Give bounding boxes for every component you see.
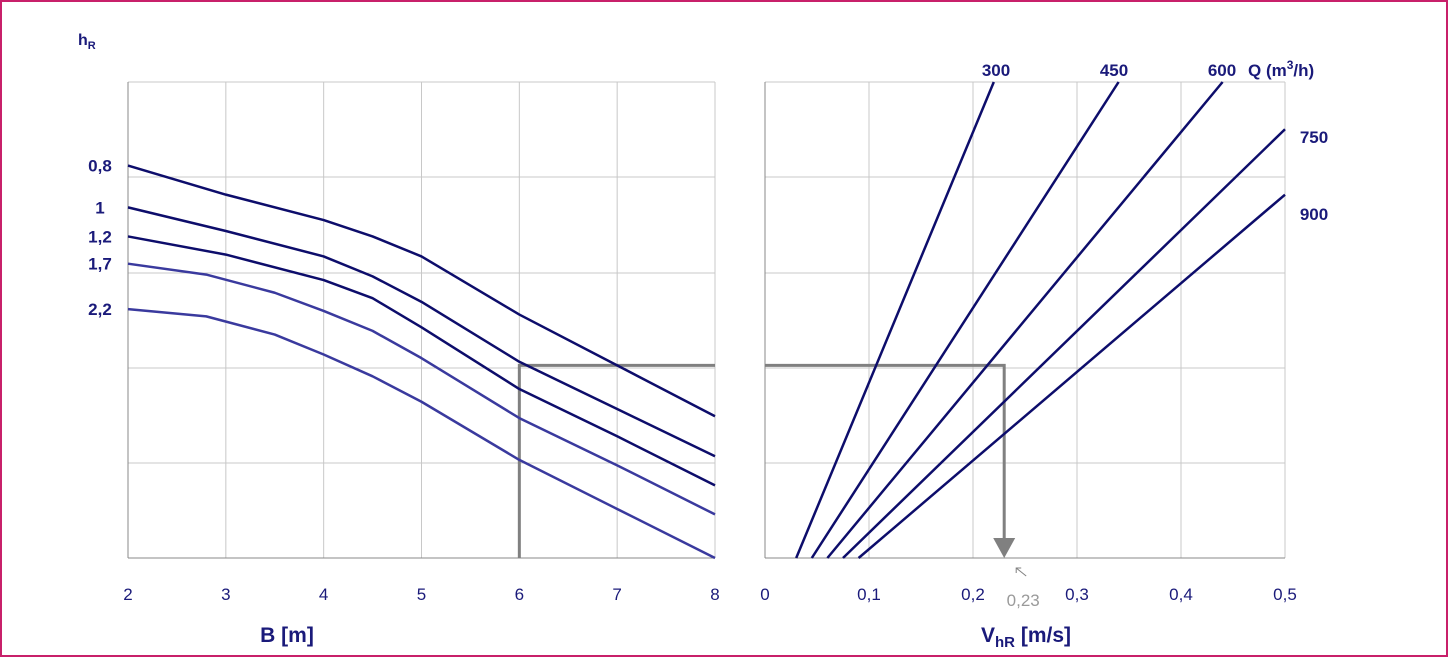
right-legend-title: Q (m3/h): [1248, 58, 1314, 80]
left-curve-0-8: [127, 164, 716, 418]
left-x-tick-label: 4: [319, 585, 328, 604]
right-x-tick-label: 0: [760, 585, 769, 604]
left-x-tick-label: 8: [710, 585, 719, 604]
left-curve-label: 1,7: [88, 255, 112, 274]
left-curve-label: 2,2: [88, 300, 112, 319]
guide-value-label: 0,23: [1007, 591, 1040, 610]
guide-lines: 0,23: [517, 363, 1040, 610]
right-x-tick-label: 0,4: [1169, 585, 1193, 604]
left-curve-label: 1: [95, 198, 104, 217]
right-grid: [764, 81, 1286, 559]
right-guide-line: [765, 363, 1006, 542]
left-curve-1: [127, 206, 716, 458]
labels: hR B [m] VhR [m/s] Q (m3/h): [78, 32, 1314, 651]
left-curves: 0,8 1 1,2 1,7 2,2: [88, 157, 716, 560]
guide-pointer: [1015, 567, 1027, 577]
right-line-label: 450: [1100, 61, 1128, 80]
left-grid: [127, 81, 716, 559]
right-line-label: 300: [982, 61, 1010, 80]
right-x-tick-label: 0,2: [961, 585, 985, 604]
left-x-tick-label: 5: [417, 585, 426, 604]
left-y-axis-label: hR: [78, 32, 96, 52]
left-x-tick-label: 3: [221, 585, 230, 604]
ticks: 2 3 4 5 6 7 8 0 0,1 0,2 0,3 0,4 0,5: [123, 585, 1297, 604]
right-curves: 300 450 600 750 900: [795, 61, 1328, 559]
right-x-tick-label: 0,5: [1273, 585, 1297, 604]
left-curve-label: 0,8: [88, 157, 112, 176]
right-line-750: [842, 128, 1286, 559]
right-line-300: [795, 81, 995, 559]
left-x-axis-label: B [m]: [260, 624, 314, 647]
left-x-tick-label: 2: [123, 585, 132, 604]
left-guide-line: [517, 363, 715, 558]
right-x-axis-label: VhR [m/s]: [981, 624, 1071, 651]
right-line-label: 750: [1300, 128, 1328, 147]
right-x-tick-label: 0,1: [857, 585, 881, 604]
guide-arrowhead: [993, 538, 1016, 558]
right-line-900: [857, 193, 1286, 559]
left-curve-label: 1,2: [88, 227, 112, 246]
right-line-label: 600: [1208, 61, 1236, 80]
right-line-label: 900: [1300, 205, 1328, 224]
guide-pointer-head: [1015, 567, 1022, 573]
right-line-450: [810, 81, 1120, 559]
left-curve-1-2: [127, 235, 716, 487]
left-curve-2-2: [127, 307, 716, 560]
left-x-tick-label: 6: [515, 585, 524, 604]
left-curve-1-7: [127, 262, 716, 516]
left-x-tick-label: 7: [612, 585, 621, 604]
right-x-tick-label: 0,3: [1065, 585, 1089, 604]
right-line-600: [826, 81, 1224, 559]
